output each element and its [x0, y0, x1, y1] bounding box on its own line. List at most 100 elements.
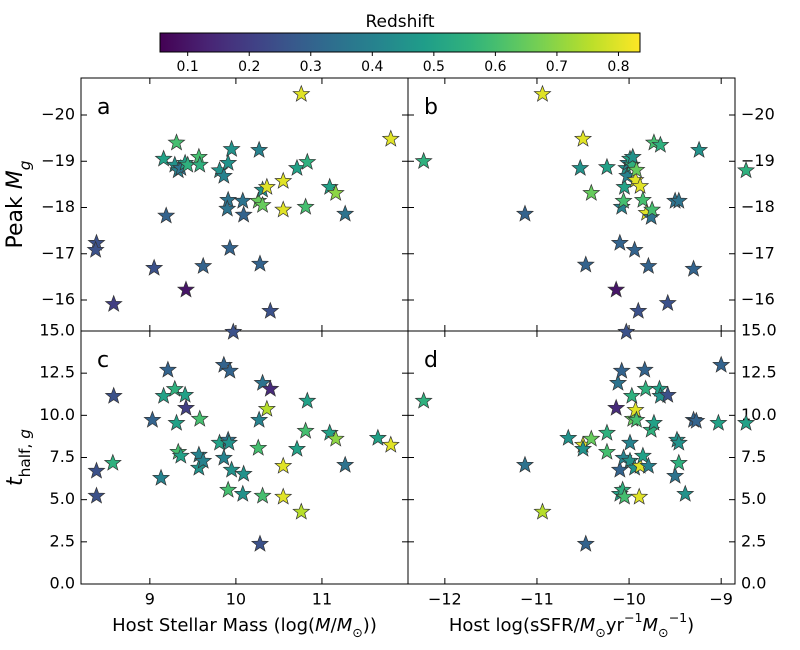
star-point	[635, 360, 654, 378]
star-point	[582, 429, 601, 447]
star-point	[336, 204, 355, 222]
star-point	[176, 398, 196, 416]
x-tick-label: −9	[709, 590, 733, 609]
star-point	[576, 255, 595, 273]
star-point	[633, 446, 652, 464]
star-point	[222, 139, 241, 157]
x-tick-label: 9	[145, 590, 155, 609]
colorbar-tick-label: 0.3	[300, 59, 322, 75]
star-point	[250, 534, 270, 552]
star-point	[145, 258, 164, 276]
star-point	[234, 464, 253, 482]
colorbar-tick-label: 0.4	[361, 59, 383, 75]
star-point	[381, 435, 400, 453]
star-point	[684, 259, 703, 277]
x-axis-label-part: )	[687, 615, 694, 636]
x-axis-label-part: ⊙	[658, 625, 669, 640]
star-point	[666, 466, 685, 484]
star-point	[104, 294, 123, 312]
star-point	[651, 135, 670, 153]
y-tick-label: −17	[741, 243, 775, 262]
star-point	[250, 254, 270, 272]
x-axis-label: Host Stellar Mass (log(M/M⊙))	[112, 615, 377, 640]
star-point	[573, 439, 593, 457]
star-point	[597, 442, 616, 460]
star-point	[298, 391, 317, 409]
star-point	[639, 456, 658, 474]
star-point	[515, 455, 535, 473]
star-point	[631, 176, 650, 194]
panel-annotation: a	[97, 95, 110, 120]
star-point	[292, 84, 311, 102]
star-point	[234, 205, 253, 223]
x-axis-label-part: −1	[624, 610, 643, 625]
star-point	[103, 453, 122, 471]
star-point	[274, 456, 293, 474]
star-point	[622, 386, 641, 404]
y-tick-label: 10.0	[39, 405, 75, 424]
y-tick-label: 2.5	[50, 531, 75, 550]
star-point	[158, 360, 177, 378]
colorbar-tick-label: 0.8	[607, 59, 629, 75]
star-point	[381, 129, 400, 147]
star-point	[414, 391, 433, 409]
y-tick-label: −19	[741, 151, 775, 170]
x-axis-label-part: −1	[669, 610, 688, 625]
star-point	[623, 147, 642, 165]
y-axis-label: Peak Mg	[3, 160, 34, 248]
star-point	[86, 240, 105, 258]
star-point	[336, 455, 355, 473]
star-point	[712, 355, 731, 373]
star-point	[608, 373, 628, 391]
star-point	[194, 256, 213, 274]
x-axis-label-part: M	[580, 615, 596, 636]
star-point	[576, 534, 595, 552]
star-point	[214, 166, 233, 184]
star-point	[737, 413, 756, 431]
star-point	[165, 379, 184, 397]
star-point	[104, 386, 123, 404]
star-point	[222, 460, 241, 478]
star-point	[571, 158, 590, 176]
star-point	[607, 398, 626, 416]
star-point	[642, 207, 661, 225]
star-point	[143, 410, 162, 428]
y-tick-label: 7.5	[741, 447, 766, 466]
x-axis-label-part: ⊙	[595, 625, 606, 640]
star-point	[709, 413, 728, 431]
star-point	[250, 410, 269, 428]
star-point	[274, 171, 293, 189]
y-tick-label: 15.0	[741, 321, 777, 340]
colorbar-tick-label: 0.1	[177, 59, 199, 75]
y-tick-label: −16	[741, 290, 775, 309]
star-point	[414, 151, 433, 169]
star-point	[627, 160, 646, 178]
y-tick-label: 7.5	[50, 447, 75, 466]
star-point	[629, 301, 648, 319]
star-point	[292, 502, 311, 520]
star-point	[219, 433, 239, 451]
x-tick-label: −12	[428, 590, 462, 609]
star-point	[154, 386, 173, 404]
star-point	[220, 238, 239, 256]
star-point	[214, 448, 233, 466]
colorbar-tick-label: 0.5	[423, 59, 445, 75]
star-point	[533, 502, 552, 520]
x-tick-label: −10	[612, 590, 646, 609]
star-point	[644, 413, 663, 431]
star-point	[612, 361, 631, 379]
star-point	[253, 486, 272, 504]
star-point	[614, 191, 633, 209]
star-point	[261, 301, 280, 319]
star-point	[643, 200, 662, 218]
star-point	[176, 385, 195, 403]
y-tick-label: 5.0	[741, 489, 766, 508]
star-point	[167, 133, 186, 151]
star-point	[639, 256, 658, 274]
star-point	[669, 433, 688, 451]
y-tick-label: 12.5	[741, 363, 777, 382]
star-point	[87, 486, 106, 504]
star-point	[296, 197, 315, 215]
star-point	[326, 183, 345, 201]
star-point	[176, 280, 196, 298]
